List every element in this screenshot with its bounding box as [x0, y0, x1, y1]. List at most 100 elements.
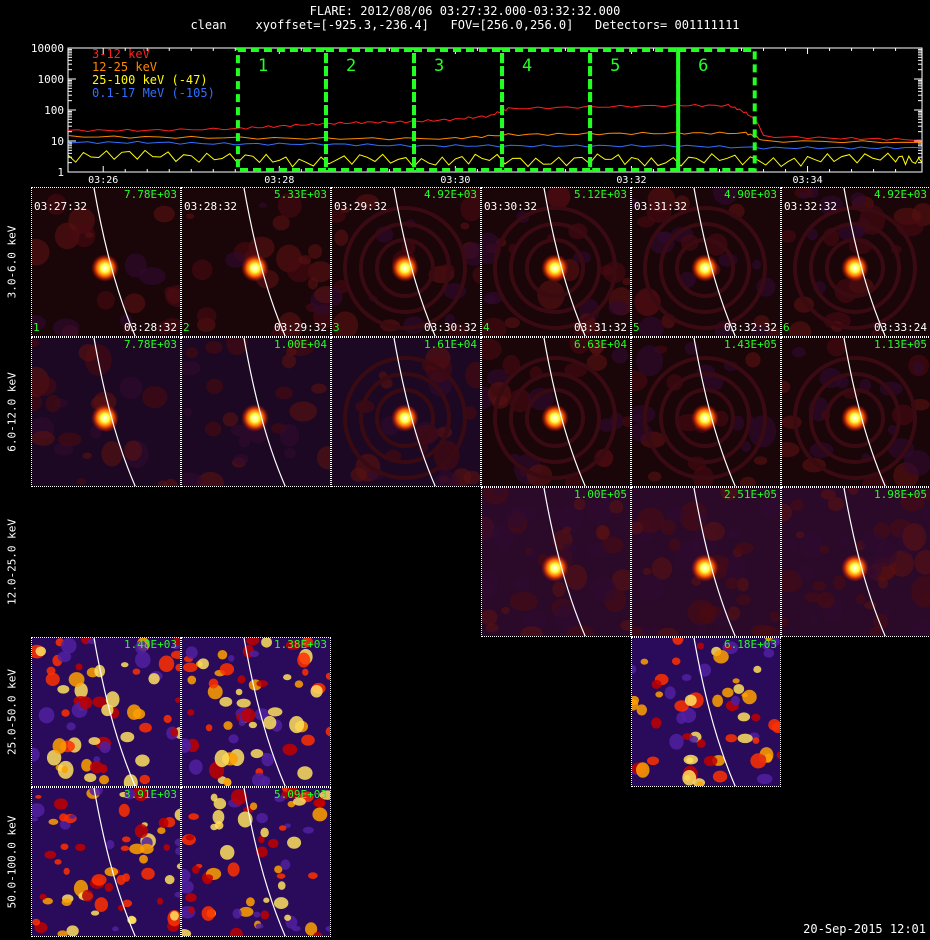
noise-blob [258, 202, 268, 208]
noise-blob [32, 817, 39, 822]
y-tick-label: 100 [44, 104, 64, 117]
sidelobe-ring [793, 356, 917, 480]
noise-blob [182, 880, 194, 894]
panel-max-value: 1.38E+03 [274, 638, 327, 651]
noise-blob [58, 432, 82, 447]
noise-blob [312, 807, 328, 822]
panel-image [782, 188, 930, 336]
noise-blob [260, 910, 270, 920]
noise-blob [61, 709, 70, 717]
noise-blob [261, 638, 272, 648]
noise-blob [135, 651, 151, 669]
noise-blob [32, 338, 40, 348]
noise-blob [313, 798, 326, 808]
panel-background [32, 788, 180, 936]
noise-blob [241, 708, 256, 723]
noise-blob [210, 793, 218, 802]
noise-blob [185, 347, 199, 359]
noise-blob [712, 188, 738, 205]
noise-blob [124, 788, 135, 800]
noise-blob [750, 753, 767, 769]
noise-blob [117, 905, 125, 911]
noise-blob [528, 387, 554, 411]
panel-image [632, 488, 780, 636]
noise-blob [38, 707, 55, 724]
noise-blob [878, 577, 888, 589]
noise-blob [57, 685, 70, 694]
noise-blob [273, 897, 289, 909]
sidelobe-ring [343, 356, 467, 480]
noise-blob [164, 875, 175, 885]
noise-blob [76, 478, 87, 485]
noise-blob [819, 545, 830, 554]
noise-blob [260, 827, 269, 838]
noise-blob [698, 663, 712, 677]
noise-blob [599, 265, 614, 276]
noise-blob [140, 843, 154, 855]
y-tick-label: 10000 [31, 42, 64, 55]
noise-blob [465, 361, 480, 389]
noise-blob [52, 318, 80, 336]
noise-blob [278, 825, 287, 831]
noise-blob [418, 441, 429, 454]
noise-blob [66, 925, 79, 936]
noise-blob [664, 686, 676, 700]
noise-blob [753, 665, 762, 674]
noise-blob [121, 836, 131, 843]
noise-blob [727, 606, 741, 621]
noise-blob [782, 229, 797, 243]
noise-blob [35, 794, 42, 799]
noise-blob [279, 423, 300, 447]
noise-blob [293, 797, 306, 806]
noise-blob [558, 503, 585, 532]
noise-blob [559, 607, 574, 619]
panel-max-value: 2.51E+05 [724, 488, 777, 501]
noise-blob [703, 755, 718, 767]
noise-blob [274, 795, 285, 803]
noise-blob [182, 868, 191, 883]
panel-start-time: 03:29:32 [334, 200, 387, 213]
noise-blob [546, 188, 570, 209]
noise-blob [737, 733, 753, 744]
noise-blob [134, 824, 149, 839]
noise-blob [651, 717, 662, 729]
panel-image [182, 638, 330, 786]
noise-blob [142, 386, 168, 409]
panel-image [782, 338, 930, 486]
noise-blob [900, 492, 925, 512]
noise-blob [910, 621, 930, 636]
noise-blob [674, 195, 690, 212]
noise-blob [869, 627, 882, 636]
noise-blob [526, 549, 538, 559]
noise-blob [132, 668, 141, 675]
noise-blob [214, 749, 230, 768]
noise-blob [914, 549, 930, 575]
noise-blob [742, 689, 757, 705]
noise-blob [61, 898, 72, 907]
noise-blob [280, 859, 291, 870]
sidelobe-ring [643, 356, 767, 480]
noise-blob [99, 741, 111, 754]
noise-blob [734, 542, 754, 554]
panel-max-value: 1.98E+05 [874, 488, 927, 501]
noise-blob [485, 623, 499, 633]
interval-label: 3 [434, 56, 444, 76]
image-panel: 4.92E+03 03:32:32 03:33:24 6 [781, 187, 930, 337]
panel-image [332, 188, 480, 336]
noise-blob [263, 897, 270, 903]
noise-blob [45, 394, 61, 413]
energy-row-label: 6.0-12.0 keV [0, 337, 24, 487]
noise-blob [788, 321, 812, 336]
noise-blob [232, 908, 242, 919]
noise-blob [118, 803, 130, 817]
noise-blob [60, 843, 69, 850]
noise-blob [736, 594, 751, 606]
noise-blob [657, 627, 679, 636]
noise-blob [79, 696, 93, 710]
noise-blob [91, 874, 107, 886]
interval-box [235, 48, 328, 172]
noise-blob [301, 734, 315, 746]
noise-blob [307, 277, 319, 290]
noise-blob [187, 675, 197, 685]
noise-blob [493, 488, 504, 497]
